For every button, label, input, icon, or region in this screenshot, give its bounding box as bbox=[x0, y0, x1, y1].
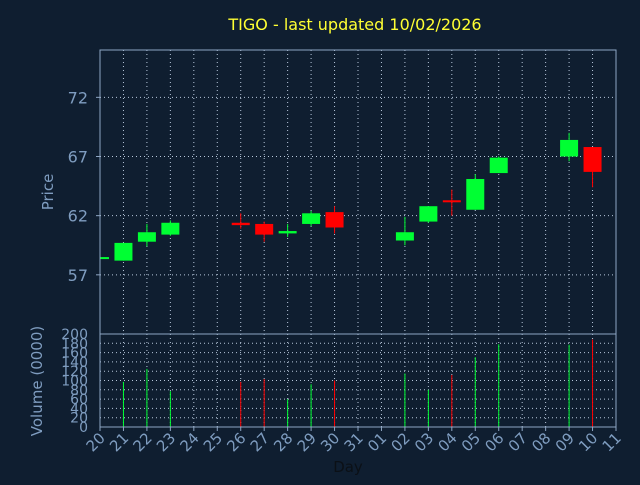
x-tick-label: 21 bbox=[106, 429, 132, 455]
candle-body bbox=[395, 232, 414, 241]
price-tick-labels: 57 62 67 72 bbox=[68, 88, 88, 285]
x-axis-label: Day bbox=[333, 458, 363, 476]
x-tick-label: 28 bbox=[270, 429, 296, 455]
volume-tick-label: 120 bbox=[61, 364, 88, 380]
volume-tick-label: 200 bbox=[61, 327, 88, 343]
x-tick-label: 05 bbox=[458, 429, 484, 455]
price-candles bbox=[100, 132, 602, 261]
volume-bars bbox=[122, 339, 594, 427]
x-tick-label: 30 bbox=[317, 429, 343, 455]
x-tick-label: 08 bbox=[528, 429, 554, 455]
x-tick-label: 01 bbox=[364, 429, 390, 455]
x-tick-label: 04 bbox=[434, 429, 460, 455]
candle-body bbox=[302, 213, 321, 224]
candle-body bbox=[137, 232, 156, 242]
x-tick-label: 03 bbox=[411, 429, 437, 455]
candle-body bbox=[100, 257, 109, 260]
volume-tick-label: 80 bbox=[70, 383, 88, 399]
candle-body bbox=[442, 200, 461, 203]
price-tick-label: 67 bbox=[68, 148, 88, 167]
candle-body bbox=[255, 223, 274, 235]
x-tick-label: 29 bbox=[294, 429, 320, 455]
price-panel-frame bbox=[99, 49, 617, 335]
x-tick-label: 22 bbox=[130, 429, 156, 455]
x-tick-label: 25 bbox=[200, 429, 226, 455]
x-tick-label: 07 bbox=[505, 429, 531, 455]
volume-panel-frame bbox=[99, 333, 617, 428]
price-grid bbox=[96, 50, 616, 334]
candle-body bbox=[114, 242, 133, 261]
x-tick-label: 11 bbox=[599, 429, 625, 455]
volume-tick-label: 0 bbox=[79, 420, 88, 436]
x-tick-label: 09 bbox=[552, 429, 578, 455]
chart-title: TIGO - last updated 10/02/2026 bbox=[227, 15, 481, 34]
candle-body bbox=[278, 231, 297, 234]
price-tick-label: 62 bbox=[68, 207, 88, 226]
x-tick-label: 06 bbox=[481, 429, 507, 455]
x-tick-label: 23 bbox=[153, 429, 179, 455]
x-tick-label: 27 bbox=[247, 429, 273, 455]
volume-tick-label: 40 bbox=[70, 401, 88, 417]
candle-body bbox=[419, 206, 438, 222]
x-tick-label: 02 bbox=[388, 429, 414, 455]
volume-tick-label: 180 bbox=[61, 336, 88, 352]
volume-tick-label: 60 bbox=[70, 392, 88, 408]
candle-body bbox=[560, 139, 579, 157]
candle-body bbox=[325, 212, 344, 228]
candle-body bbox=[231, 222, 250, 226]
price-tick-label: 57 bbox=[68, 266, 88, 285]
volume-grid bbox=[100, 334, 616, 427]
x-tick-labels: 2021222324252627282930310102030405060708… bbox=[83, 427, 625, 455]
price-tick-label: 72 bbox=[68, 88, 88, 107]
x-tick-label: 26 bbox=[223, 429, 249, 455]
volume-tick-label: 140 bbox=[61, 355, 88, 371]
x-tick-label: 24 bbox=[176, 429, 202, 455]
volume-tick-label: 20 bbox=[70, 411, 88, 427]
volume-axis-label: Volume (0000) bbox=[28, 326, 46, 436]
x-tick-label: 31 bbox=[341, 429, 367, 455]
candle-body bbox=[583, 147, 602, 172]
x-tick-label: 10 bbox=[575, 429, 601, 455]
candle-body bbox=[161, 222, 180, 235]
volume-tick-label: 160 bbox=[61, 346, 88, 362]
candle-body bbox=[466, 178, 485, 210]
price-axis-label: Price bbox=[39, 174, 57, 211]
candle-body bbox=[489, 157, 508, 174]
volume-tick-label: 100 bbox=[61, 374, 88, 390]
